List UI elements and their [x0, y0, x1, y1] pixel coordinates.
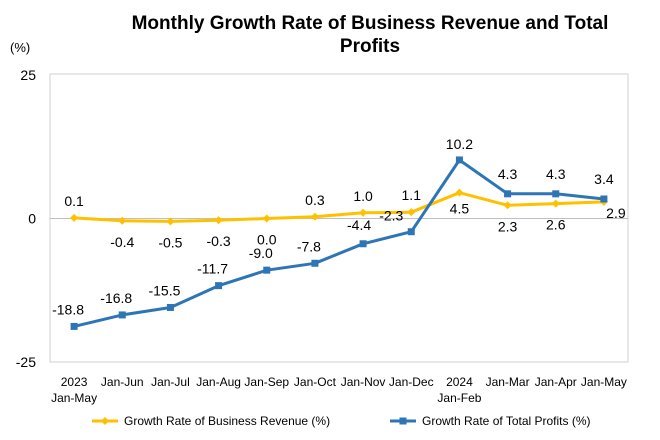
- x-tick-label: Jan-Feb: [437, 391, 481, 405]
- x-tick-label: 2024: [446, 375, 473, 389]
- profits-point: [552, 190, 560, 198]
- revenue-data-label: -0.4: [110, 234, 134, 250]
- revenue-data-label: 0.0: [257, 232, 277, 248]
- revenue-data-label: 1.0: [353, 188, 373, 204]
- profits-data-label: -4.4: [347, 217, 371, 233]
- x-tick-label: Jan-Oct: [294, 375, 337, 389]
- revenue-line: [74, 191, 604, 223]
- profits-data-label: -9.0: [249, 245, 273, 261]
- revenue-data-label: -0.5: [158, 234, 182, 250]
- profits-point: [311, 259, 319, 267]
- revenue-point: [551, 199, 560, 208]
- x-tick-label: Jan-Jun: [101, 375, 144, 389]
- profits-data-label: -18.8: [52, 301, 84, 317]
- revenue-data-label: 2.6: [546, 217, 566, 233]
- revenue-data-label: 2.9: [606, 205, 626, 221]
- revenue-data-label: 2.3: [498, 218, 518, 234]
- profits-data-label: -16.8: [100, 290, 132, 306]
- legend-revenue-label: Growth Rate of Business Revenue (%): [124, 414, 330, 428]
- revenue-data-label: -0.3: [207, 233, 231, 249]
- profits-data-label: -15.5: [148, 282, 180, 298]
- revenue-point: [70, 213, 79, 222]
- profits-data-label: 4.3: [546, 166, 566, 182]
- revenue-data-label: 4.5: [450, 201, 470, 217]
- revenue-point: [359, 208, 368, 217]
- profits-data-label: -11.7: [197, 261, 228, 277]
- x-tick-label: Jan-May: [581, 375, 627, 389]
- x-tick-label: Jan-Apr: [535, 375, 577, 389]
- legend-revenue-marker: [101, 417, 109, 425]
- revenue-point: [118, 216, 127, 225]
- x-tick-label: 2023: [61, 375, 88, 389]
- x-tick-label: Jan-Jul: [151, 375, 190, 389]
- revenue-point: [166, 217, 175, 226]
- profits-point: [70, 322, 78, 330]
- x-tick-label: Jan-Aug: [196, 375, 241, 389]
- revenue-data-label: 0.1: [64, 193, 84, 209]
- x-tick-label: Jan-Nov: [341, 375, 386, 389]
- profits-data-label: 10.2: [446, 136, 473, 152]
- revenue-point: [262, 214, 271, 223]
- revenue-point: [503, 201, 512, 210]
- profits-point: [359, 240, 367, 248]
- revenue-data-label: 1.1: [402, 187, 422, 203]
- profits-data-label: 4.3: [498, 166, 518, 182]
- chart-title: Monthly Growth Rate of Business Revenue …: [131, 13, 609, 57]
- profits-point: [504, 190, 512, 198]
- profits-line: [73, 158, 605, 328]
- profits-data-label: 3.4: [594, 171, 614, 187]
- revenue-point: [310, 212, 319, 221]
- y-tick-label: 25: [20, 67, 36, 83]
- revenue-data-label: 0.3: [305, 192, 325, 208]
- revenue-point: [214, 216, 223, 225]
- profits-point: [600, 195, 608, 203]
- profits-data-label: -2.3: [379, 208, 403, 224]
- x-tick-label: Jan-Dec: [389, 375, 434, 389]
- revenue-point: [455, 188, 464, 197]
- profits-point: [166, 303, 174, 311]
- y-axis-label: (%): [10, 40, 30, 55]
- profits-point: [215, 282, 223, 290]
- profits-data-label: -7.8: [297, 238, 321, 254]
- y-tick-label: 0: [28, 211, 36, 227]
- x-tick-label: Jan-Mar: [486, 375, 530, 389]
- x-tick-label: Jan-Sep: [244, 375, 289, 389]
- x-tick-label: Jan-May: [51, 391, 97, 405]
- y-tick-label: -25: [16, 354, 36, 370]
- revenue-point: [407, 208, 416, 217]
- legend-profits-marker: [399, 417, 407, 425]
- profits-point: [118, 311, 126, 319]
- profits-point: [263, 266, 271, 274]
- profits-point: [407, 228, 415, 236]
- profits-point: [455, 156, 463, 164]
- legend-profits-label: Growth Rate of Total Profits (%): [422, 414, 591, 428]
